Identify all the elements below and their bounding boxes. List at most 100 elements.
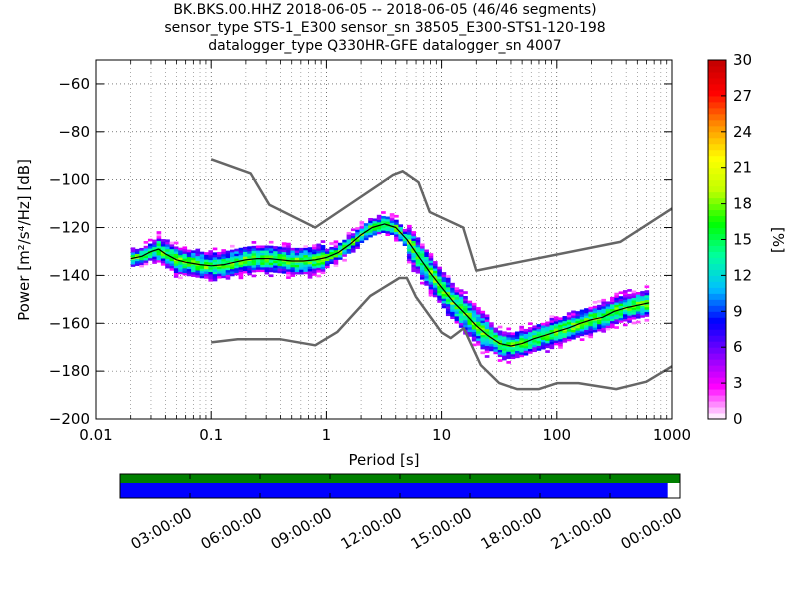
heatmap-cell [225, 272, 231, 275]
heatmap-cell [268, 267, 274, 270]
heatmap-cell [381, 220, 386, 224]
heatmap-cell [519, 349, 524, 353]
heatmap-cell [221, 253, 226, 257]
heatmap-cell [610, 318, 615, 322]
heatmap-cell [579, 314, 585, 318]
heatmap-cell [484, 328, 490, 332]
heatmap-cell [411, 235, 416, 239]
heatmap-cell [264, 264, 270, 268]
heatmap-cell [178, 266, 183, 270]
colorbar-band [708, 227, 726, 235]
heatmap-cell [191, 252, 196, 256]
heatmap-cell [268, 252, 274, 256]
heatmap-cell [592, 327, 598, 331]
heatmap-cell [255, 247, 261, 251]
heatmap-cell [160, 246, 166, 249]
heatmap-cell [605, 322, 611, 326]
heatmap-cell [217, 268, 222, 272]
heatmap-cell [268, 245, 274, 249]
heatmap-cell [644, 306, 650, 310]
heatmap-cell [346, 231, 352, 235]
heatmap-cell [130, 259, 136, 263]
heatmap-cell [290, 252, 296, 256]
heatmap-cell [631, 307, 637, 310]
heatmap-cell [601, 320, 607, 324]
heatmap-cell [247, 251, 252, 254]
heatmap-cell [316, 267, 321, 271]
heatmap-cell [191, 255, 196, 258]
heatmap-cell [247, 255, 252, 259]
heatmap-cell [627, 320, 632, 323]
y-tick-label: −140 [49, 266, 90, 284]
heatmap-cell [545, 331, 550, 334]
heatmap-cell [381, 227, 386, 231]
heatmap-cell [381, 218, 386, 222]
heatmap-cell [355, 246, 360, 249]
heatmap-cell [467, 303, 473, 306]
heatmap-cell [165, 258, 170, 262]
heatmap-cell [355, 227, 360, 230]
heatmap-cell [359, 228, 365, 232]
heatmap-cell [402, 233, 408, 237]
heatmap-cell [631, 309, 637, 313]
heatmap-cell [230, 249, 235, 253]
heatmap-cell [320, 240, 326, 243]
heatmap-cell [368, 232, 373, 236]
heatmap-cell [147, 238, 153, 242]
heatmap-cell [363, 223, 369, 226]
heatmap-cell [303, 271, 309, 275]
heatmap-cell [407, 244, 412, 247]
heatmap-cell [610, 296, 615, 300]
heatmap-cell [622, 299, 628, 303]
heatmap-cell [610, 313, 615, 317]
heatmap-cell [212, 271, 218, 275]
heatmap-cell [506, 337, 511, 340]
heatmap-cell [489, 343, 494, 347]
heatmap-cell [160, 253, 166, 257]
heatmap-cell [515, 341, 520, 344]
heatmap-cell [476, 314, 481, 317]
model-lines [130, 158, 673, 391]
heatmap-cell [230, 273, 235, 277]
heatmap-cell [234, 255, 239, 259]
heatmap-cell [622, 309, 628, 312]
heatmap-cell [178, 250, 183, 253]
heatmap-cell [160, 255, 166, 259]
heatmap-cell [571, 332, 576, 335]
heatmap-cell [368, 229, 373, 233]
heatmap-cell [415, 263, 421, 267]
heatmap-cell [212, 269, 218, 272]
heatmap-cell [281, 251, 287, 255]
heatmap-cell [208, 266, 214, 270]
heatmap-cell [415, 239, 421, 243]
heatmap-cell [445, 287, 451, 290]
heatmap-cell [389, 222, 395, 226]
heatmap-cell [277, 268, 283, 271]
heatmap-cell [208, 259, 214, 263]
heatmap-cell [242, 268, 248, 272]
heatmap-cell [493, 349, 499, 352]
heatmap-cell [506, 346, 511, 350]
heatmap-cell [484, 345, 490, 349]
heatmap-cell [432, 289, 438, 293]
heatmap-cell [480, 339, 486, 343]
heatmap-cell [450, 287, 455, 291]
heatmap-cell [571, 322, 576, 326]
heatmap-cell [255, 259, 261, 263]
heatmap-cell [454, 320, 460, 324]
heatmap-cell [204, 271, 209, 274]
heatmap-cell [234, 272, 239, 276]
coverage-time-label: 03:00:00 [128, 504, 195, 553]
heatmap-cell [290, 250, 296, 253]
heatmap-cell [147, 243, 153, 247]
heatmap-cell [558, 341, 563, 345]
heatmap-cell [333, 259, 339, 263]
heatmap-cell [622, 297, 628, 300]
heatmap-cell [307, 266, 313, 270]
heatmap-cell [424, 271, 429, 274]
heatmap-cell [584, 324, 589, 328]
heatmap-cell [445, 291, 451, 295]
heatmap-cell [463, 317, 468, 321]
heatmap-cell [437, 290, 442, 294]
colorbar-band [708, 60, 726, 67]
